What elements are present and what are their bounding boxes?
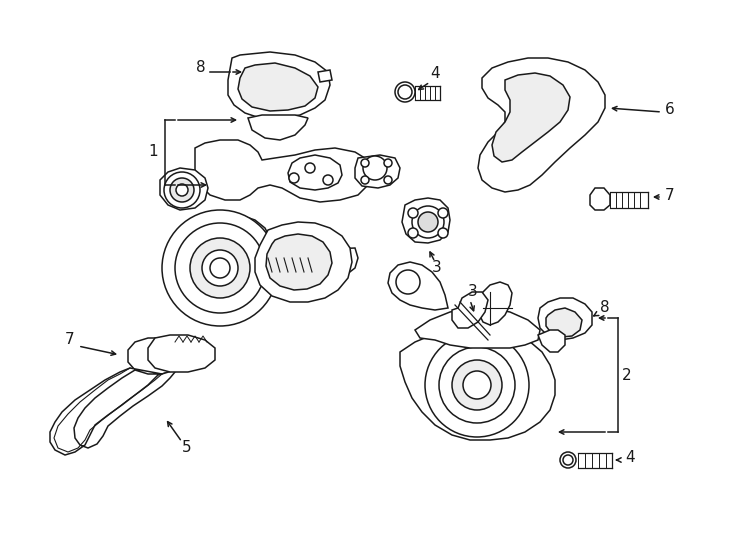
Circle shape bbox=[305, 163, 315, 173]
Circle shape bbox=[361, 159, 369, 167]
Circle shape bbox=[210, 258, 230, 278]
Polygon shape bbox=[318, 70, 332, 82]
Circle shape bbox=[190, 238, 250, 298]
Polygon shape bbox=[388, 262, 448, 310]
Polygon shape bbox=[478, 58, 605, 192]
Polygon shape bbox=[195, 140, 372, 202]
Polygon shape bbox=[538, 330, 565, 352]
Circle shape bbox=[395, 82, 415, 102]
Polygon shape bbox=[170, 215, 358, 315]
Text: 8: 8 bbox=[600, 300, 610, 315]
Circle shape bbox=[438, 228, 448, 238]
Circle shape bbox=[418, 212, 438, 232]
Circle shape bbox=[170, 178, 194, 202]
Polygon shape bbox=[590, 188, 610, 210]
Circle shape bbox=[563, 455, 573, 465]
Polygon shape bbox=[238, 63, 318, 111]
Text: 1: 1 bbox=[148, 145, 158, 159]
Text: 3: 3 bbox=[468, 285, 478, 300]
Circle shape bbox=[463, 371, 491, 399]
Circle shape bbox=[363, 156, 387, 180]
Text: 7: 7 bbox=[665, 187, 675, 202]
Polygon shape bbox=[546, 308, 582, 337]
Polygon shape bbox=[160, 168, 208, 210]
Polygon shape bbox=[128, 338, 182, 374]
Polygon shape bbox=[50, 368, 175, 455]
Circle shape bbox=[560, 452, 576, 468]
Polygon shape bbox=[400, 328, 555, 440]
Circle shape bbox=[323, 175, 333, 185]
Circle shape bbox=[408, 228, 418, 238]
Circle shape bbox=[408, 208, 418, 218]
Circle shape bbox=[439, 347, 515, 423]
Text: 2: 2 bbox=[622, 368, 632, 382]
Text: 7: 7 bbox=[65, 333, 75, 348]
Text: 4: 4 bbox=[625, 450, 635, 465]
Circle shape bbox=[162, 210, 278, 326]
Polygon shape bbox=[402, 198, 450, 243]
Polygon shape bbox=[355, 155, 400, 188]
Circle shape bbox=[412, 206, 444, 238]
Text: 4: 4 bbox=[430, 65, 440, 80]
Circle shape bbox=[361, 176, 369, 184]
Circle shape bbox=[289, 173, 299, 183]
Circle shape bbox=[425, 333, 529, 437]
Circle shape bbox=[176, 184, 188, 196]
Polygon shape bbox=[248, 115, 308, 140]
Polygon shape bbox=[255, 222, 352, 302]
Text: 6: 6 bbox=[665, 103, 675, 118]
Polygon shape bbox=[415, 308, 540, 348]
Circle shape bbox=[396, 270, 420, 294]
Text: 8: 8 bbox=[196, 60, 206, 76]
Polygon shape bbox=[266, 234, 332, 290]
Polygon shape bbox=[228, 52, 330, 118]
Circle shape bbox=[384, 159, 392, 167]
Circle shape bbox=[384, 176, 392, 184]
Circle shape bbox=[164, 172, 200, 208]
Polygon shape bbox=[148, 335, 215, 372]
Polygon shape bbox=[538, 298, 592, 340]
Polygon shape bbox=[288, 155, 342, 190]
Circle shape bbox=[175, 223, 265, 313]
Circle shape bbox=[202, 250, 238, 286]
Polygon shape bbox=[452, 292, 488, 328]
Text: 5: 5 bbox=[182, 441, 192, 456]
Polygon shape bbox=[492, 73, 570, 162]
Circle shape bbox=[398, 85, 412, 99]
Polygon shape bbox=[478, 282, 512, 325]
Text: 3: 3 bbox=[432, 260, 442, 275]
Circle shape bbox=[438, 208, 448, 218]
Circle shape bbox=[452, 360, 502, 410]
